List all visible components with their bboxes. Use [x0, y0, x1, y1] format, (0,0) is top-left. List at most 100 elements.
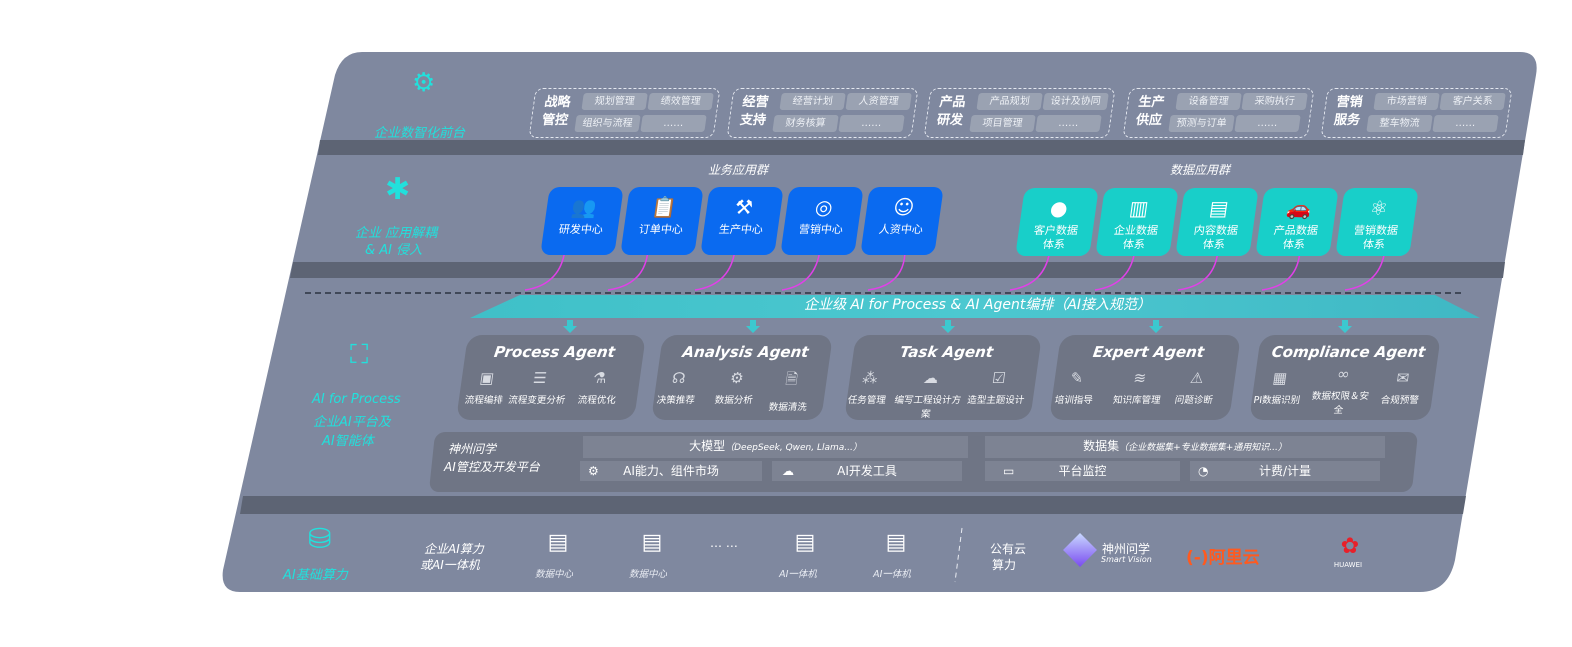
- card-label: 体系: [1121, 238, 1146, 251]
- chip[interactable]: ……: [640, 115, 707, 132]
- layers-icon: ≋: [1132, 369, 1148, 387]
- ai-layer-title: AI for Process: [312, 392, 401, 407]
- data-apps-title: 数据应用群: [1170, 163, 1231, 177]
- tool-monitor[interactable]: ▭ 平台监控: [985, 461, 1180, 481]
- feature-label: 流程编排: [463, 395, 504, 406]
- chip[interactable]: 经营计划: [779, 93, 846, 110]
- chip[interactable]: ……: [838, 115, 905, 132]
- group-strategy: 战略管控 规划管理 绩效管理 组织与流程 ……: [528, 88, 721, 138]
- app-card-marketing[interactable]: ◎ 营销中心: [780, 187, 864, 255]
- server-label: AI一体机: [873, 569, 911, 580]
- expert-agent[interactable]: Expert Agent ✎ 培训指导 ≋ 知识库管理 ⚠ 问题诊断: [1049, 335, 1241, 420]
- app-card-order[interactable]: 📋 订单中心: [620, 187, 704, 255]
- data-card-marketing[interactable]: ⚛ 营销数据 体系: [1335, 188, 1419, 256]
- app-card-hr[interactable]: ☺ 人资中心: [860, 187, 944, 255]
- data-card-content[interactable]: ▤ 内容数据 体系: [1175, 188, 1259, 256]
- feature-label: 培训指导: [1053, 395, 1094, 406]
- card-label: 体系: [1041, 238, 1066, 251]
- chip[interactable]: 规划管理: [581, 93, 648, 110]
- feature-label: 合规预警: [1379, 395, 1420, 406]
- alert-icon: ✉: [1395, 369, 1411, 387]
- network-icon: ⁂: [861, 369, 879, 387]
- id-card-icon: ▦: [1271, 369, 1289, 387]
- server-label: 数据中心: [628, 569, 667, 580]
- document-icon: 🗎: [784, 370, 800, 388]
- card-label: 内容数据: [1192, 224, 1239, 237]
- chip[interactable]: 设计及协同: [1042, 93, 1109, 110]
- tool-label: 平台监控: [1058, 464, 1107, 478]
- agent-name: Expert Agent: [1091, 343, 1206, 361]
- data-card-customer[interactable]: ● 客户数据 体系: [1015, 188, 1099, 256]
- aliyun-mark: (-): [1186, 548, 1209, 568]
- card-label: 体系: [1281, 238, 1306, 251]
- agent-name: Analysis Agent: [681, 343, 810, 361]
- huawei-logo: ✿: [1340, 534, 1360, 559]
- data-card-enterprise[interactable]: ▥ 企业数据 体系: [1095, 188, 1179, 256]
- feature-label: PI数据识别: [1252, 395, 1301, 406]
- public-cloud-label2: 算力: [992, 558, 1017, 572]
- vendor-name: HUAWEI: [1333, 561, 1363, 569]
- group-title: 产品研发: [935, 95, 967, 128]
- orchestration-banner: [470, 295, 1480, 318]
- chip[interactable]: ……: [1432, 115, 1499, 132]
- public-cloud-label: 公有云: [990, 542, 1027, 556]
- feature-label: 流程优化: [576, 395, 617, 406]
- group-title: 营销服务: [1332, 95, 1364, 128]
- chip[interactable]: ……: [1035, 115, 1102, 132]
- face-scan-icon: ⛶: [350, 340, 369, 370]
- app-card-production[interactable]: ⚒ 生产中心: [700, 187, 784, 255]
- building-icon: ▥: [1127, 196, 1151, 220]
- chip[interactable]: 组织与流程: [574, 115, 641, 132]
- group-production: 生产供应 设备管理 采购执行 预测与订单 ……: [1122, 88, 1315, 138]
- team-icon: 👥: [569, 195, 599, 219]
- books-icon: ▤: [1207, 196, 1231, 220]
- app-card-rd[interactable]: 👥 研发中心: [540, 187, 624, 255]
- server-icon: ▤: [547, 530, 569, 555]
- model-bar[interactable]: 大模型（DeepSeek, Qwen, Llama...）: [583, 436, 968, 458]
- chip[interactable]: 客户关系: [1439, 93, 1506, 110]
- database-icon: ⛁: [308, 522, 332, 555]
- tool-label: 计费/计量: [1258, 464, 1312, 478]
- analysis-agent[interactable]: Analysis Agent ☊ 决策推荐 ⚙ 数据分析 🗎 数据清洗: [651, 335, 833, 420]
- link-icon: ∞: [1335, 365, 1352, 383]
- task-agent[interactable]: Task Agent ⁂ 任务管理 ☁ 编写工程设计方案 ☑ 造型主题设计: [844, 335, 1042, 420]
- tool-billing[interactable]: ◔ 计费/计量: [1190, 461, 1380, 481]
- vendor-name: 神州问学: [1102, 542, 1151, 556]
- feature-label: 编写工程设计方案: [893, 395, 962, 420]
- chip[interactable]: 财务核算: [772, 115, 839, 132]
- vendor-sub: Smart Vision: [1101, 555, 1152, 564]
- tool-dev[interactable]: ☁ AI开发工具: [772, 461, 962, 481]
- card-label: 人资中心: [877, 223, 924, 236]
- apps-subtitle: & AI 侵入: [365, 243, 423, 258]
- tool-market[interactable]: ⚙ AI能力、组件市场: [580, 461, 762, 481]
- chip[interactable]: 项目管理: [969, 115, 1036, 132]
- dataset-label: 数据集: [1083, 439, 1120, 453]
- chip[interactable]: 产品规划: [976, 93, 1043, 110]
- car-icon: 🚗: [1284, 196, 1314, 220]
- feature-label: 流程变更分析: [507, 395, 567, 406]
- chip[interactable]: ……: [1234, 115, 1301, 132]
- server-label: AI一体机: [779, 569, 817, 580]
- chip[interactable]: 采购执行: [1241, 93, 1308, 110]
- cloud-icon: ☁: [922, 369, 940, 387]
- process-agent[interactable]: Process Agent ▣ 流程编排 ☰ 流程变更分析 ⚗ 流程优化: [456, 335, 646, 420]
- market-icon: ⚙: [588, 464, 599, 478]
- compute-title: AI基础算力: [283, 568, 348, 583]
- chip[interactable]: 整车物流: [1366, 115, 1433, 132]
- chip[interactable]: 市场营销: [1373, 93, 1440, 110]
- feature-label: 任务管理: [846, 395, 887, 406]
- card-label: 产品数据: [1272, 224, 1319, 237]
- model-label: 大模型: [689, 439, 726, 453]
- compliance-agent[interactable]: Compliance Agent ▦ PI数据识别 ∞ 数据权限＆安全 ✉ 合规预警: [1249, 335, 1441, 420]
- server-icon: ▤: [794, 530, 816, 555]
- card-label: 订单中心: [637, 223, 684, 236]
- group-title: 生产供应: [1134, 95, 1166, 128]
- data-card-product[interactable]: 🚗 产品数据 体系: [1255, 188, 1339, 256]
- chip[interactable]: 绩效管理: [647, 93, 714, 110]
- chip[interactable]: 设备管理: [1175, 93, 1242, 110]
- ai-layer-subtitle2: AI智能体: [322, 434, 374, 449]
- chip[interactable]: 人资管理: [845, 93, 912, 110]
- dataset-bar[interactable]: 数据集（企业数据集+专业数据集+通用知识...）: [985, 436, 1385, 458]
- agent-name: Compliance Agent: [1270, 343, 1427, 361]
- chip[interactable]: 预测与订单: [1168, 115, 1235, 132]
